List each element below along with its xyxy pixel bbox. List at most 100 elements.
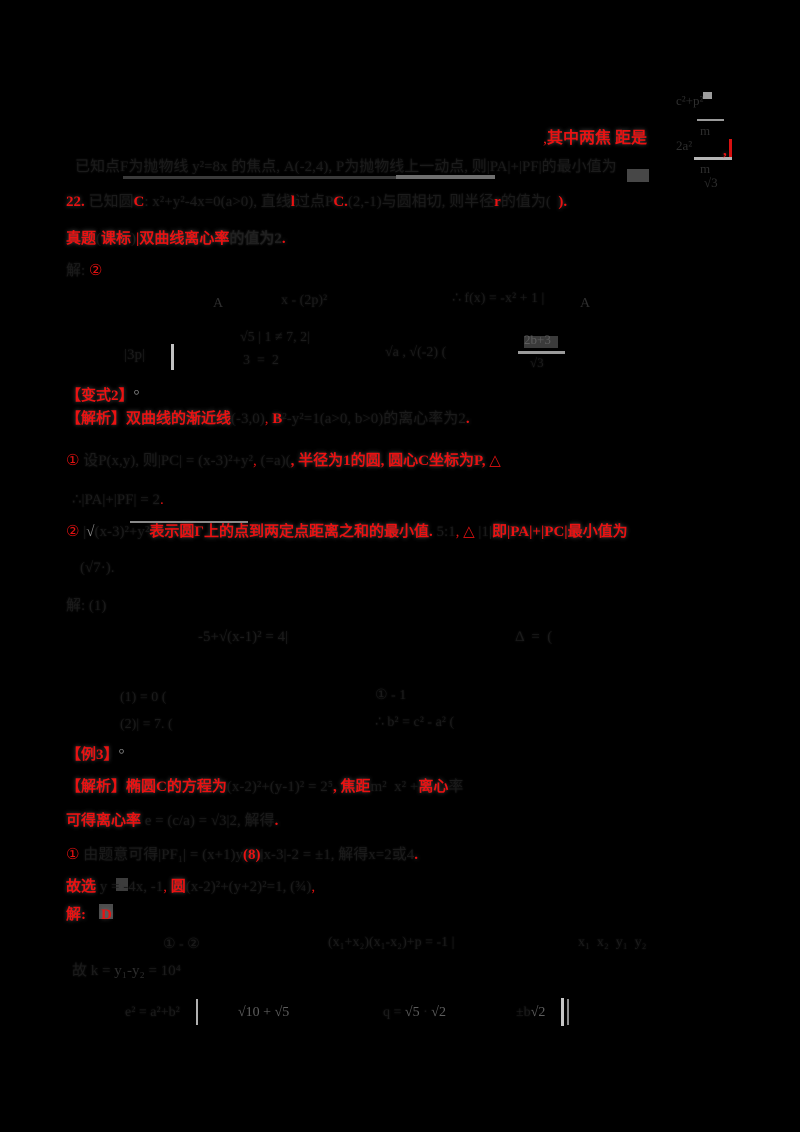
display-math: x - (2p)² <box>281 293 327 309</box>
text-run: (x-2)²+(y+2)²=1, (¾) <box>185 879 312 895</box>
text-run: C. <box>333 194 348 210</box>
text-run: 故 k = <box>72 963 115 979</box>
text-run: 故选 <box>66 879 97 895</box>
text-run: x₁ x₂ y₁ y₂ <box>578 935 647 950</box>
final-math: ±b√2 <box>516 1005 545 1021</box>
red-tick <box>729 139 732 157</box>
text-run: |x-3|-2 = ±1, 解得x=2或4 <box>260 847 415 863</box>
display-math: -5+√(x-1)² = 4| <box>198 629 288 646</box>
text-run: ). <box>558 194 568 210</box>
corner-fraction2-denominator: m <box>700 161 711 177</box>
text-run: ∴|PA|+|PF| = 2 <box>72 492 160 508</box>
text-run: 解: <box>66 263 89 279</box>
fraction-denominator: √3 <box>530 355 544 371</box>
text-run: 表示圆Γ上的点到两定点距离之和的最小值. <box>149 524 433 540</box>
display-math: (x₁+x₂)(x₁-x₂)+p = -1 | <box>328 935 455 951</box>
corner-root: √3 <box>704 175 718 191</box>
text-run: (-3,0) <box>231 411 265 427</box>
text-run: (8) <box>243 847 261 863</box>
text-run: , 半径为1的圆, 圆心C坐标为P <box>290 453 482 469</box>
speck <box>703 92 712 99</box>
display-math: ① - ② <box>163 937 200 953</box>
final-math: q = √5 · √2 <box>383 1005 446 1021</box>
final-math: e² = a²+b² <box>125 1005 180 1021</box>
text-run: : x²+y²-4x=0(a>0), 直线 <box>144 194 291 210</box>
text-run: A <box>213 296 224 311</box>
text-run: 率 <box>448 779 464 795</box>
text-run: 离心 <box>418 779 449 795</box>
text-run: e = (c/a) = √3|2, 解得 <box>141 813 275 829</box>
text-run: 22. <box>66 194 85 210</box>
text-run: (x-3)²+y² <box>94 524 150 540</box>
text-run: 距是 <box>615 130 648 147</box>
text-run: . <box>414 847 418 863</box>
eccentricity-line: 可得离心率 e = (c/a) = √3|2, 解得. <box>66 813 278 830</box>
text-run: 即|PA|+|PC|最小值为 <box>491 524 628 540</box>
text-run: 5:1 <box>432 524 456 540</box>
text-run: (x-2)²+(y-1)² = 2⁵ <box>226 779 333 795</box>
text-run: 2a² <box>676 138 693 153</box>
text-run: 圆 <box>166 879 186 895</box>
corner-fraction2-numerator: 2a² <box>676 138 693 154</box>
text-run: , 焦距 <box>332 779 371 795</box>
text-run: (1) = 0 ( <box>120 690 167 705</box>
text-run: 已知点F为抛物线 y²=8x 的焦点, A(-2,4), P为抛物线上一动点, … <box>75 159 617 175</box>
final-math: √10 + √5 <box>238 1005 289 1021</box>
source-tag-line: 真题(课标)|双曲线离心率的值为2. <box>66 231 286 248</box>
problem-22-line: 22. 已知圆C: x²+y²-4x=0(a>0), 直线l过点PC.(2,-1… <box>66 194 567 211</box>
text-run: |3p| <box>124 347 146 363</box>
text-run: √2 <box>530 1005 546 1020</box>
text-run: ±b <box>516 1005 531 1020</box>
bracket-bar <box>561 998 564 1026</box>
text-run: -5+√(x-1)² = 4| <box>198 629 289 645</box>
text-run: m <box>700 161 711 176</box>
text-run: ) <box>131 231 137 247</box>
text-run: 过点P <box>294 194 334 210</box>
fraction-bar <box>697 119 724 121</box>
bracket-bar <box>171 344 174 370</box>
text-run: m <box>700 123 711 138</box>
step-2-line: ② |√(x-3)²+y²表示圆Γ上的点到两定点距离之和的最小值. 5:1, △… <box>66 524 628 541</box>
underline-bright <box>396 175 495 179</box>
text-run: 设P(x,y), 则|PC| = (x-3)²+y² <box>79 453 254 469</box>
text-run: . <box>281 231 286 247</box>
text-run: 真题 <box>66 231 97 247</box>
text-run: , <box>543 130 547 147</box>
speck <box>524 336 558 348</box>
display-math: √a , √(-2) ( <box>385 345 446 361</box>
text-run: 2b+3 <box>524 332 551 347</box>
text-run: ① - 1 <box>375 688 407 703</box>
text-run: (x₁+x₂)(x₁-x₂)+p = -1 | <box>328 935 455 950</box>
case-1-left: (1) = 0 ( <box>120 690 166 706</box>
text-run: c²+p² <box>676 93 704 108</box>
variant-2-label: 【变式2】° <box>66 388 140 405</box>
text-run: . <box>159 492 164 508</box>
text-run: ( <box>96 231 102 247</box>
text-run: ∴ f(x) = -x² + 1 | <box>452 291 545 306</box>
text-run: |1| <box>474 524 492 540</box>
text-run: 【解析】双曲线的渐近线 <box>66 411 232 427</box>
text-run: . <box>465 411 470 427</box>
text-run: D <box>101 907 112 923</box>
text-run: ° <box>118 747 125 763</box>
slope-line: 故 k = y₁-y₂ = 10⁴ <box>72 963 181 980</box>
text-run: , <box>723 143 727 159</box>
text-run: Δ = ( <box>515 629 553 645</box>
red-note-line: ,其中两焦 距是 <box>543 130 647 148</box>
display-math: √5 | 1 ≠ 7, 2| <box>240 330 310 346</box>
text-run: 的值为2 <box>229 231 282 247</box>
text-run: 可得离心率 <box>66 813 142 829</box>
text-run: x - (2p)² <box>281 293 328 308</box>
text-run: ② <box>66 524 80 540</box>
text-run: ① <box>66 847 80 863</box>
text-run: , <box>481 453 490 469</box>
grey-box <box>99 904 113 919</box>
stem-line: 已知点F为抛物线 y²=8x 的焦点, A(-2,4), P为抛物线上一动点, … <box>75 159 617 176</box>
text-run: , <box>311 879 316 895</box>
fraction-bar <box>694 157 732 160</box>
text-run: · <box>419 1005 432 1020</box>
text-run: m² x² + <box>370 779 419 795</box>
text-run: ② <box>88 263 103 279</box>
text-run: , <box>264 411 273 427</box>
text-run: (=a)( <box>256 453 291 469</box>
